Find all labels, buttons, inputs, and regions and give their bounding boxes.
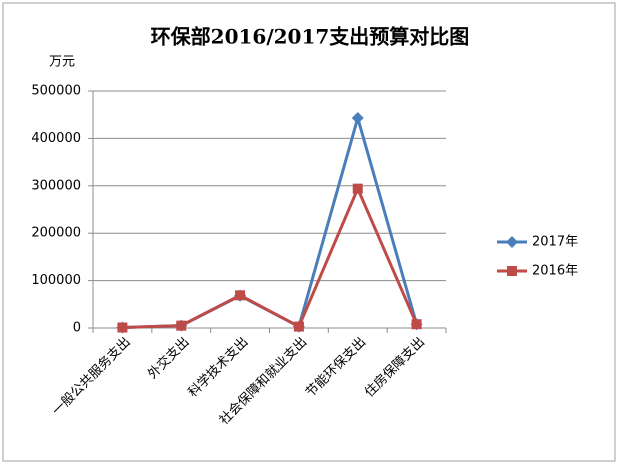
y-tick-label: 400000 <box>31 131 81 146</box>
legend-label: 2016年 <box>532 264 578 279</box>
marker <box>351 112 364 125</box>
y-tick-label: 200000 <box>31 226 81 241</box>
y-tick-label: 100000 <box>31 273 81 288</box>
legend-marker <box>506 236 518 248</box>
y-tick-label: 500000 <box>31 84 81 99</box>
legend-label: 2017年 <box>532 235 578 250</box>
y-axis-label: 万元 <box>49 55 75 70</box>
legend-marker <box>507 266 517 276</box>
y-tick-label: 0 <box>73 321 81 336</box>
marker <box>235 290 246 301</box>
marker <box>411 319 422 330</box>
marker <box>352 183 363 194</box>
marker <box>176 320 187 331</box>
marker <box>293 321 304 332</box>
series-line <box>122 184 418 330</box>
chart-title: 环保部2016/2017支出预算对比图 <box>151 25 470 49</box>
marker <box>117 322 128 333</box>
y-tick-label: 300000 <box>31 178 81 193</box>
